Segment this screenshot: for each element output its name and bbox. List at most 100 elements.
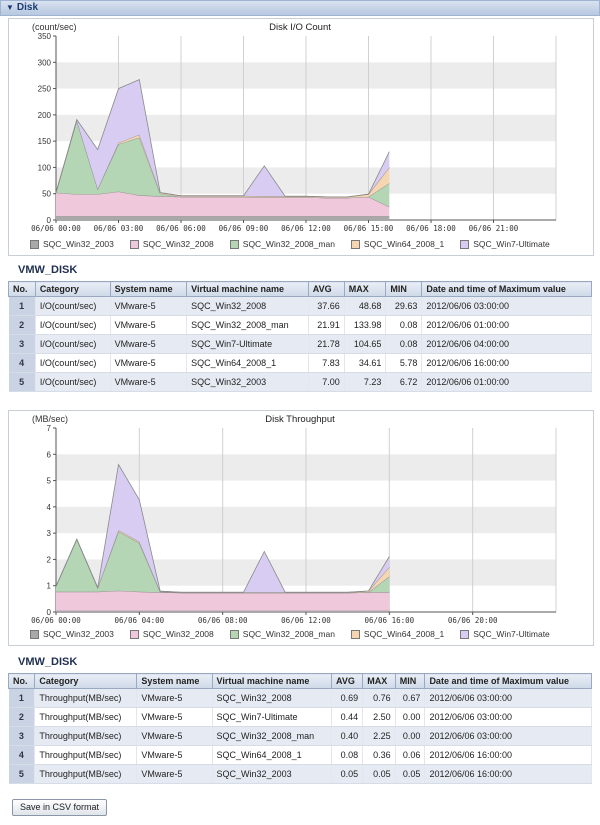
table-cell: 6.72 — [385, 372, 423, 392]
column-header[interactable]: MAX — [343, 281, 387, 297]
disk-panel-header[interactable]: ▼ Disk — [0, 0, 600, 16]
table-cell: 2012/06/06 03:00:00 — [424, 707, 592, 727]
table-cell: 34.61 — [344, 353, 387, 373]
column-header[interactable]: Virtual machine name — [186, 281, 309, 297]
column-header[interactable]: MAX — [362, 673, 396, 689]
legend-swatch — [350, 629, 360, 639]
throughput-stats-table: No. Category System name Virtual machine na… — [7, 673, 592, 784]
table-cell: 0.36 — [362, 745, 396, 765]
legend-swatch — [129, 629, 139, 639]
table-cell: 2 — [8, 315, 36, 335]
table-cell: 0.76 — [362, 688, 396, 708]
table-cell: 2012/06/06 03:00:00 — [424, 688, 592, 708]
table-cell: 0.00 — [395, 726, 426, 746]
table-cell: SQC_Win32_2008 — [212, 688, 333, 708]
table-cell: 133.98 — [344, 315, 387, 335]
table-cell: 21.91 — [308, 315, 345, 335]
table-cell: VMware-5 — [110, 296, 188, 316]
column-header[interactable]: Date and time of Maximum value — [424, 673, 592, 689]
y-tick-label: 0 — [47, 608, 52, 617]
y-tick-label: 1 — [47, 582, 52, 591]
table-cell: 0.08 — [385, 334, 423, 354]
table-cell: 2012/06/06 01:00:00 — [421, 372, 592, 392]
column-header[interactable]: Virtual machine name — [211, 673, 333, 689]
chart-frame-throughput — [8, 410, 594, 646]
legend-swatch — [30, 239, 39, 249]
table-row: 4 Throughput(MB/sec) VMware-5 SQC_Win64_200… — [8, 745, 592, 765]
legend-swatch — [129, 239, 139, 249]
legend-swatch — [229, 629, 239, 639]
legend-label: SQC_Win64_2008_1 — [363, 239, 445, 249]
y-tick-label: 100 — [38, 163, 52, 172]
legend-throughput: SQC_Win32_2003 SQC_Win32_2008 SQC_Win32_20… — [30, 628, 566, 640]
legend-label: SQC_Win64_2008_1 — [363, 629, 445, 639]
series-area-SQC_Win7-Ultimate — [56, 79, 390, 197]
y-tick-label: 4 — [47, 503, 52, 512]
column-header[interactable]: No. — [8, 281, 36, 297]
table-cell: 2.25 — [362, 726, 396, 746]
legend-label: SQC_Win32_2003 — [43, 239, 114, 249]
table-cell: 2012/06/06 03:00:00 — [424, 726, 592, 746]
x-tick-label: 06/06 15:00 — [344, 224, 394, 233]
y-axis-label: (count/sec) — [32, 22, 77, 32]
column-header[interactable]: System name — [109, 281, 188, 297]
table-cell: 0.08 — [331, 745, 364, 765]
legend-label: SQC_Win7-Ultimate — [473, 239, 550, 249]
table-cell: 7.83 — [308, 353, 345, 373]
table-cell: 0.69 — [331, 688, 364, 708]
collapse-triangle-icon[interactable]: ▼ — [6, 3, 14, 12]
column-header[interactable]: AVG — [330, 673, 364, 689]
table1-title: VMW_DISK — [18, 264, 78, 276]
legend-label: SQC_Win32_2003 — [43, 629, 114, 639]
table-cell: 2 — [8, 707, 36, 727]
legend-item: SQC_Win32_2008_man — [229, 628, 335, 640]
y-tick-label: 0 — [47, 216, 52, 225]
table-cell: SQC_Win32_2008 — [186, 296, 309, 316]
y-tick-label: 50 — [42, 190, 51, 199]
x-tick-label: 06/06 08:00 — [198, 616, 248, 625]
series-area-SQC_Win32_2003 — [56, 216, 390, 220]
x-tick-label: 06/06 16:00 — [364, 616, 414, 625]
table-row: 5 Throughput(MB/sec) VMware-5 SQC_Win32_200… — [8, 764, 592, 784]
y-tick-label: 200 — [38, 111, 52, 120]
legend-item: SQC_Win32_2008_man — [229, 238, 335, 250]
table-cell: 1 — [8, 688, 36, 708]
series-line-SQC_Win7-Ultimate — [55, 79, 390, 198]
table-cell: 0.05 — [395, 764, 426, 784]
table-cell: I/O(count/sec) — [35, 372, 111, 392]
column-header[interactable]: No. — [7, 673, 36, 689]
table-cell: 7.23 — [344, 372, 387, 392]
x-tick-label: 06/06 03:00 — [94, 224, 144, 233]
legend-io: SQC_Win32_2003 SQC_Win32_2008 SQC_Win32_20… — [30, 238, 566, 250]
table-cell: 21.78 — [308, 334, 345, 354]
y-tick-label: 2 — [47, 555, 52, 564]
table-cell: I/O(count/sec) — [35, 334, 111, 354]
column-header[interactable]: MIN — [385, 281, 423, 297]
legend-item: SQC_Win32_2008 — [129, 238, 214, 250]
table-cell: I/O(count/sec) — [35, 315, 111, 335]
column-header[interactable]: System name — [136, 673, 213, 689]
table-row: 2 Throughput(MB/sec) VMware-5 SQC_Win7-Ulti… — [8, 707, 592, 727]
y-tick-label: 250 — [38, 85, 52, 94]
table-cell: SQC_Win7-Ultimate — [186, 334, 309, 354]
table-cell: VMware-5 — [110, 334, 188, 354]
column-header[interactable]: MIN — [394, 673, 426, 689]
column-header[interactable]: Category — [34, 673, 138, 689]
column-header[interactable]: Category — [34, 281, 111, 297]
table-cell: VMware-5 — [136, 745, 213, 765]
table-cell: 0.44 — [331, 707, 364, 727]
series-area-SQC_Win32_2008_man — [56, 531, 390, 593]
legend-item: SQC_Win7-Ultimate — [460, 628, 550, 640]
panel-title: Disk — [16, 2, 39, 13]
column-header[interactable]: Date and time of Maximum value — [421, 281, 592, 297]
save-csv-button[interactable]: Save in CSV format — [12, 799, 108, 816]
column-header[interactable]: AVG — [307, 281, 345, 297]
table-row: 5 I/O(count/sec) VMware-5 SQC_Win32_2003 7.0… — [8, 372, 592, 392]
series-area-SQC_Win32_2008 — [56, 191, 390, 217]
legend-item: SQC_Win32_2003 — [30, 238, 114, 250]
table-row: 1 I/O(count/sec) VMware-5 SQC_Win32_2008 37.… — [8, 296, 592, 316]
table-cell: 5 — [8, 764, 36, 784]
table-cell: 2012/06/06 16:00:00 — [421, 353, 592, 373]
table-cell: VMware-5 — [136, 726, 213, 746]
legend-label: SQC_Win7-Ultimate — [473, 629, 550, 639]
